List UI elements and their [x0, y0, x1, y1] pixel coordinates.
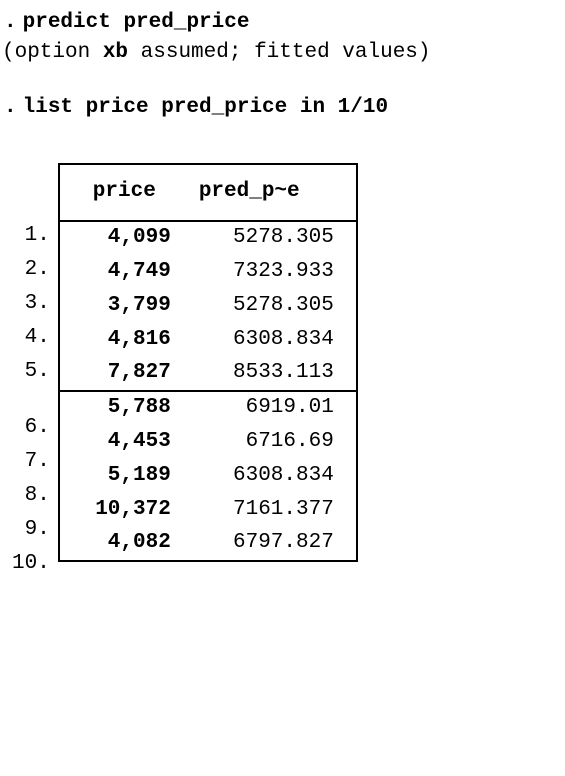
- cell-pred: 7161.377: [189, 493, 357, 527]
- table-group-2: 5,788 6919.01 4,453 6716.69 5,189 6308.8…: [59, 391, 357, 561]
- cmd-bullet: .: [4, 96, 17, 119]
- row-num: 6.: [12, 411, 50, 445]
- cmd-predict: predict: [23, 11, 111, 34]
- cell-pred: 6919.01: [189, 391, 357, 425]
- row-gap: [12, 389, 50, 411]
- cell-price: 10,372: [59, 493, 189, 527]
- row-numbers: 1. 2. 3. 4. 5. 6. 7. 8. 9. 10.: [12, 163, 58, 581]
- table-row: 7,827 8533.113: [59, 357, 357, 391]
- cell-pred: 6797.827: [189, 527, 357, 561]
- cell-price: 4,816: [59, 323, 189, 357]
- table-row: 5,788 6919.01: [59, 391, 357, 425]
- table-row: 10,372 7161.377: [59, 493, 357, 527]
- table-row: 4,082 6797.827: [59, 527, 357, 561]
- table-row: 5,189 6308.834: [59, 459, 357, 493]
- cell-price: 7,827: [59, 357, 189, 391]
- option-line: (option xb assumed; fitted values): [0, 38, 565, 68]
- table-group-1: 4,099 5278.305 4,749 7323.933 3,799 5278…: [59, 221, 357, 391]
- cmd-predict-arg: pred_price: [123, 11, 249, 34]
- output-table: price pred_p~e 4,099 5278.305 4,749 7323…: [58, 163, 358, 561]
- table-row: 4,816 6308.834: [59, 323, 357, 357]
- cmd-list: list price pred_price in 1/10: [23, 96, 388, 119]
- cell-pred: 7323.933: [189, 255, 357, 289]
- table-row: 4,749 7323.933: [59, 255, 357, 289]
- row-num: 7.: [12, 445, 50, 479]
- cell-pred: 6308.834: [189, 459, 357, 493]
- cell-price: 5,189: [59, 459, 189, 493]
- row-num: 4.: [12, 321, 50, 355]
- row-num: 10.: [12, 547, 50, 581]
- spacer: [0, 69, 565, 93]
- row-num: 2.: [12, 253, 50, 287]
- cmd-bullet: .: [4, 11, 17, 34]
- table-wrap: 1. 2. 3. 4. 5. 6. 7. 8. 9. 10. price pre…: [0, 163, 565, 581]
- cell-price: 4,749: [59, 255, 189, 289]
- cell-price: 3,799: [59, 289, 189, 323]
- table-row: 4,099 5278.305: [59, 221, 357, 255]
- cell-pred: 6716.69: [189, 425, 357, 459]
- spacer: [0, 123, 565, 163]
- cmd-list-line: . list price pred_price in 1/10: [0, 93, 565, 123]
- cell-pred: 5278.305: [189, 289, 357, 323]
- cell-pred: 8533.113: [189, 357, 357, 391]
- option-rest: assumed; fitted values): [128, 41, 430, 64]
- option-open: (option: [2, 41, 103, 64]
- row-num: 9.: [12, 513, 50, 547]
- col-header-pred: pred_p~e: [189, 164, 357, 220]
- row-num: 5.: [12, 355, 50, 389]
- row-num: 1.: [12, 219, 50, 253]
- col-header-price: price: [59, 164, 189, 220]
- table-row: 4,453 6716.69: [59, 425, 357, 459]
- row-num: 3.: [12, 287, 50, 321]
- cell-price: 4,099: [59, 221, 189, 255]
- table-header-row: price pred_p~e: [59, 164, 357, 220]
- cell-price: 4,082: [59, 527, 189, 561]
- cell-pred: 5278.305: [189, 221, 357, 255]
- table-row: 3,799 5278.305: [59, 289, 357, 323]
- option-xb: xb: [103, 41, 128, 64]
- cell-price: 5,788: [59, 391, 189, 425]
- cell-pred: 6308.834: [189, 323, 357, 357]
- row-num: 8.: [12, 479, 50, 513]
- cmd-predict-line: . predict pred_price: [0, 8, 565, 38]
- cell-price: 4,453: [59, 425, 189, 459]
